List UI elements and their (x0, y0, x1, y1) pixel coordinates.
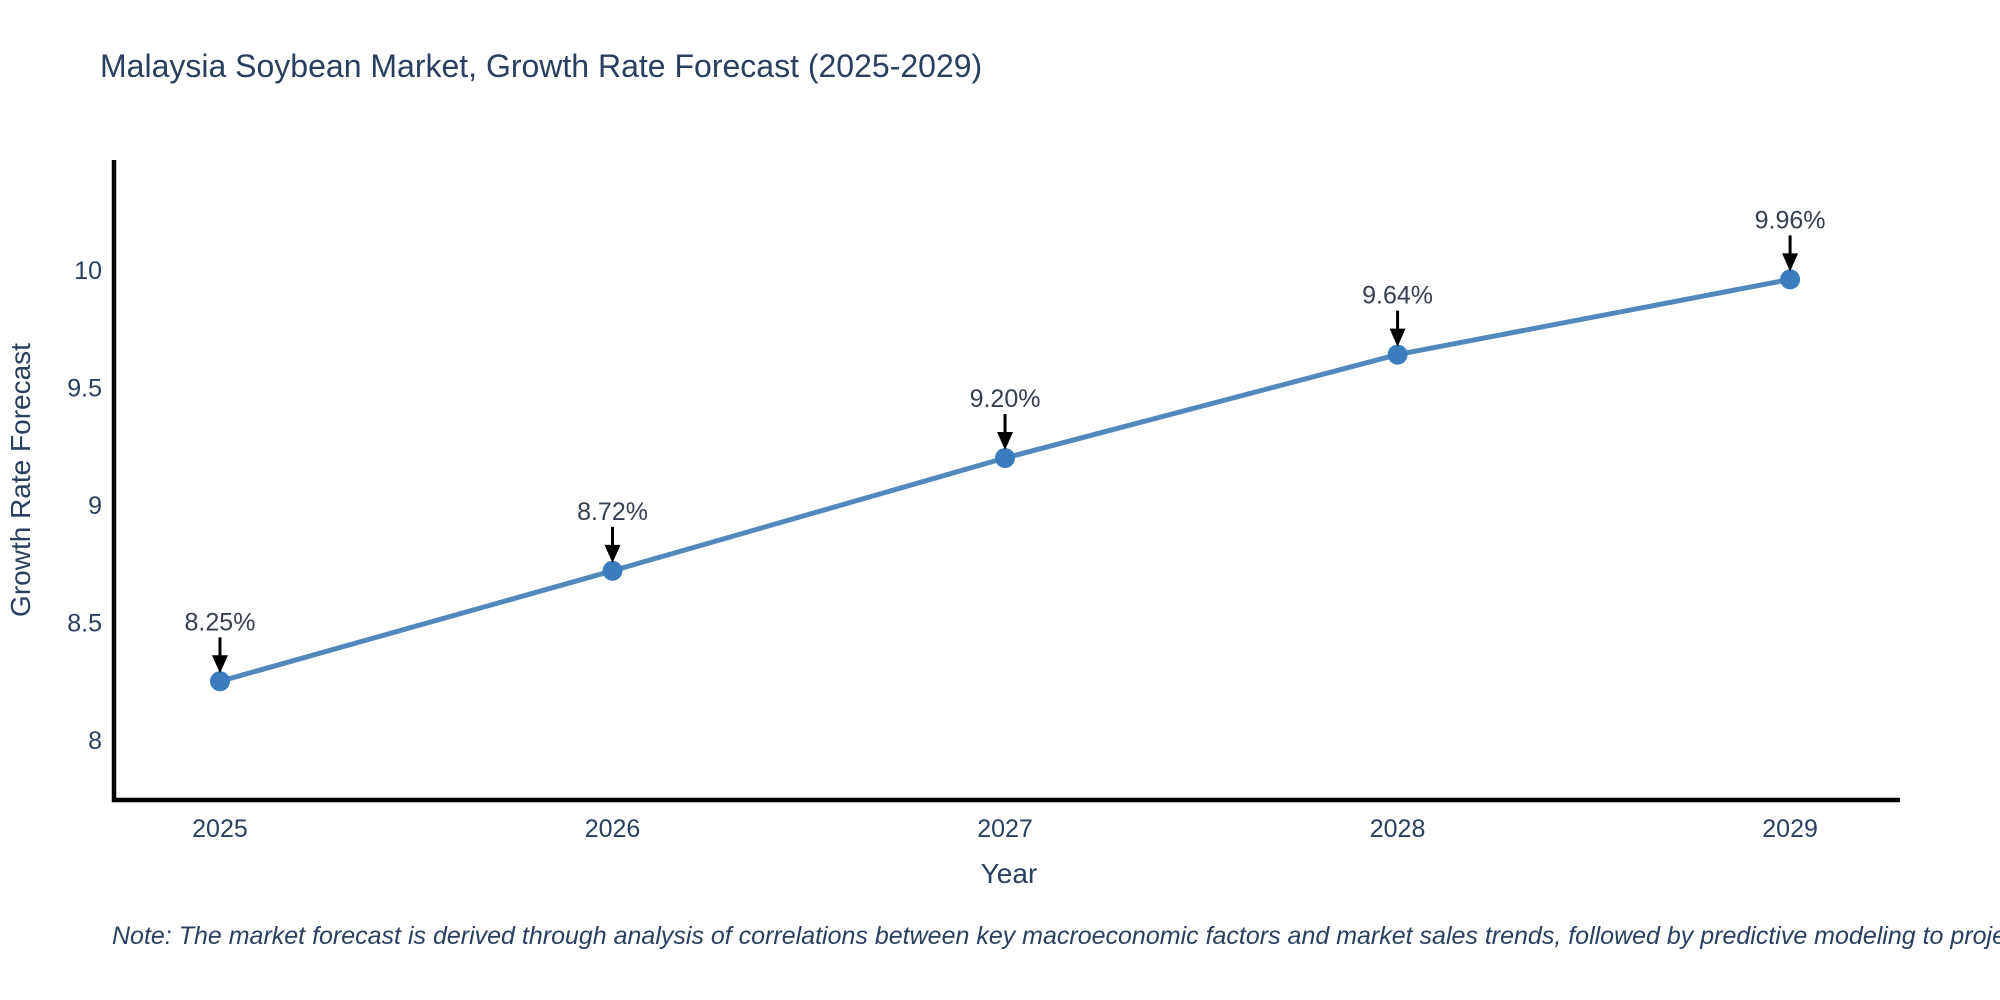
annotation-arrowhead-icon (1389, 328, 1406, 347)
y-tick-label: 10 (74, 257, 102, 285)
y-tick-label: 9 (88, 492, 102, 520)
data-point[interactable] (1780, 269, 1801, 290)
axis-lines (111, 160, 1900, 803)
x-tick-labels: 2025 2026 2027 2028 2029 (192, 815, 1818, 843)
footnote: Note: The market forecast is derived thr… (112, 922, 2000, 950)
x-tick-label: 2028 (1370, 815, 1426, 843)
x-tick-label: 2029 (1762, 815, 1818, 843)
y-tick-label: 8.5 (67, 610, 102, 638)
annotation-arrowhead-icon (211, 655, 228, 674)
data-point[interactable] (1387, 344, 1408, 365)
x-tick-label: 2025 (192, 815, 248, 843)
x-tick-label: 2027 (977, 815, 1033, 843)
point-value-label: 9.20% (970, 385, 1041, 413)
y-tick-label: 8 (88, 727, 102, 755)
annotation-arrowhead-icon (997, 432, 1014, 451)
x-axis-title: Year (981, 858, 1038, 889)
point-value-label: 8.25% (185, 608, 256, 636)
data-points (210, 269, 1801, 692)
point-value-label: 8.72% (577, 498, 648, 526)
y-tick-labels: 8 8.5 9 9.5 10 (67, 257, 102, 755)
y-axis-title: Growth Rate Forecast (5, 343, 36, 617)
data-point[interactable] (602, 560, 623, 581)
annotation-arrowhead-icon (604, 544, 621, 563)
x-tick-label: 2026 (585, 815, 641, 843)
data-point[interactable] (210, 671, 230, 692)
point-value-label: 9.64% (1362, 282, 1433, 310)
forecast-line (219, 276, 1791, 684)
y-tick-label: 9.5 (67, 375, 102, 403)
annotation-arrowhead-icon (1782, 253, 1799, 272)
point-annotations: 8.25% 8.72% 9.20% 9.64% 9.96% (185, 206, 1826, 674)
point-value-label: 9.96% (1755, 206, 1826, 234)
chart-title: Malaysia Soybean Market, Growth Rate For… (100, 48, 982, 84)
data-point[interactable] (995, 448, 1015, 468)
